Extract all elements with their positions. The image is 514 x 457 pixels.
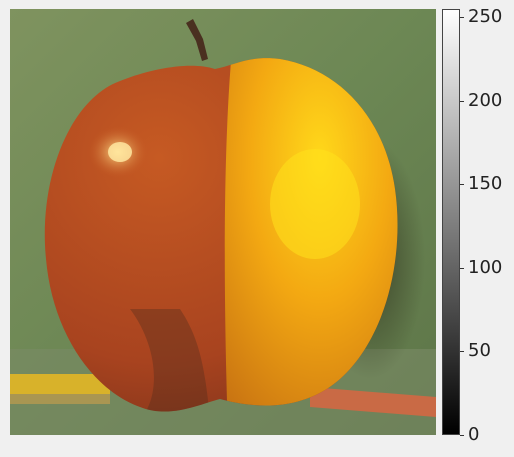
apple-highlight-core bbox=[108, 142, 132, 162]
colorbar-tick-label: 100 bbox=[468, 256, 503, 278]
colorbar-tick bbox=[460, 267, 464, 269]
colorbar bbox=[442, 9, 460, 435]
apple-stem bbox=[186, 19, 208, 61]
apple-orange-image bbox=[10, 9, 436, 435]
image-panel bbox=[10, 9, 436, 435]
colorbar-tick bbox=[460, 351, 464, 353]
apple-bottom-shade bbox=[130, 309, 210, 412]
colorbar-tick bbox=[460, 17, 464, 19]
orange-highlight bbox=[270, 149, 360, 259]
pencil-shade bbox=[10, 394, 110, 404]
pencil-right bbox=[310, 387, 436, 417]
colorbar-tick bbox=[460, 184, 464, 186]
colorbar-tick-label: 50 bbox=[468, 340, 491, 362]
colorbar-tick-label: 200 bbox=[468, 89, 503, 111]
colorbar-tick-label: 250 bbox=[468, 6, 503, 28]
colorbar-tick bbox=[460, 435, 464, 436]
colorbar-tick-label: 0 bbox=[468, 424, 480, 445]
colorbar-tick-label: 150 bbox=[468, 173, 503, 195]
colorbar-tick bbox=[460, 100, 464, 102]
